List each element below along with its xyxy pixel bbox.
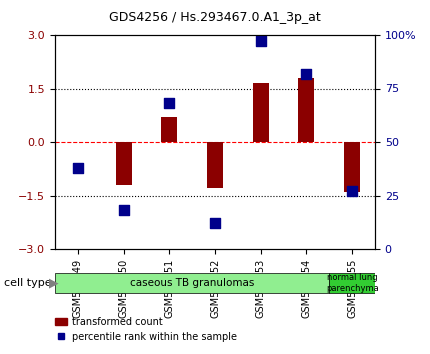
Point (166, 101, 173, 106)
Point (74, 165, 81, 171)
FancyBboxPatch shape (55, 273, 329, 293)
Point (303, 71, 310, 76)
Bar (253, 83, 269, 142)
Bar (116, 142, 132, 185)
Point (120, 208, 127, 213)
Text: normal lung
parenchyma: normal lung parenchyma (326, 273, 378, 293)
Point (349, 188, 356, 194)
Point (257, 39, 264, 44)
Text: GDS4256 / Hs.293467.0.A1_3p_at: GDS4256 / Hs.293467.0.A1_3p_at (109, 11, 321, 24)
Point (212, 221, 218, 226)
Bar (161, 117, 177, 142)
Legend: transformed count, percentile rank within the sample: transformed count, percentile rank withi… (51, 313, 240, 346)
Text: ▶: ▶ (49, 276, 59, 290)
Text: cell type: cell type (4, 278, 52, 288)
FancyBboxPatch shape (329, 273, 375, 293)
Text: caseous TB granulomas: caseous TB granulomas (130, 278, 254, 288)
Bar (344, 142, 360, 192)
Bar (298, 78, 314, 142)
Bar (207, 142, 223, 188)
